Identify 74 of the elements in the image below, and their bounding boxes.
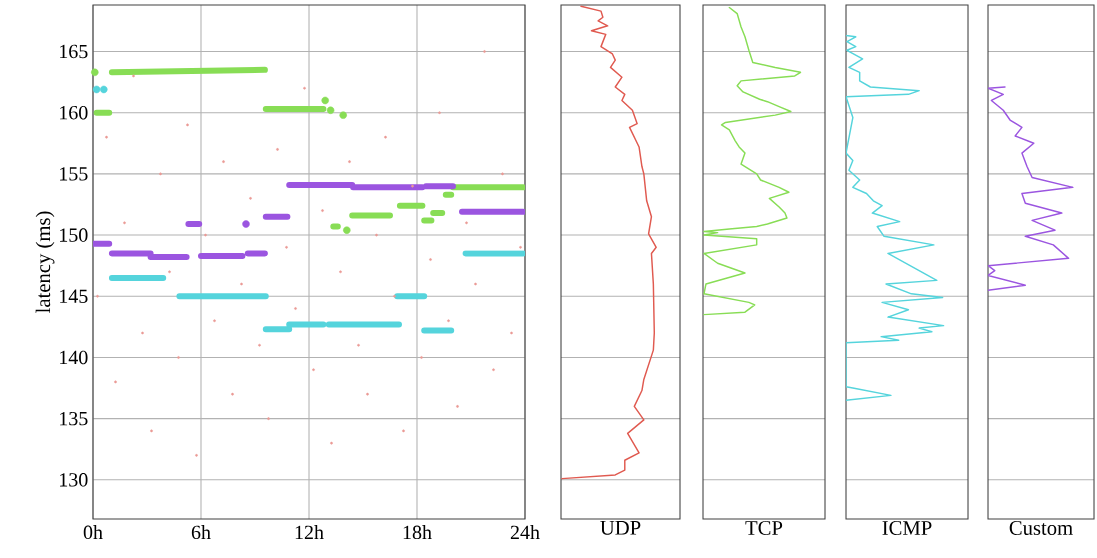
point [114,380,117,384]
x-tick-label: 6h [191,525,211,540]
point [159,172,162,176]
y-tick-label: 140 [60,350,88,365]
point [91,68,99,77]
point [420,356,423,359]
x-tick-label: 24h [510,525,540,539]
y-tick-label: 145 [60,289,88,303]
point [100,85,108,94]
y-tick-label: 135 [60,411,88,426]
y-tick-label: 130 [60,473,88,487]
point [429,258,432,261]
point [213,319,216,323]
x-axis-title: Custom [1009,521,1073,535]
point [326,106,335,114]
point [393,294,396,298]
y-tick-label: 160 [60,105,88,120]
point [123,221,126,225]
point [204,233,207,237]
point [402,429,405,433]
x-tick-label: 12h [295,525,324,539]
point [375,233,378,237]
point [276,148,279,151]
point [519,245,522,249]
point [141,331,144,335]
point [105,135,108,139]
y-tick-label: 150 [60,228,88,242]
point [483,50,486,53]
point [242,220,250,228]
x-axis-title: TCP [745,521,783,535]
point [366,392,369,396]
y-tick-label: 155 [60,167,88,181]
point [339,111,347,119]
point [339,270,342,274]
point [321,209,324,212]
point [231,392,234,396]
point [330,441,333,445]
point [456,405,459,408]
point [321,96,329,105]
point [285,245,288,249]
point [312,368,315,372]
point [343,226,351,234]
point [510,331,513,335]
point [186,123,189,127]
point [222,160,225,163]
point [438,111,441,115]
point [195,454,198,457]
point [303,86,306,90]
point [474,282,477,286]
point [294,307,297,310]
point [92,85,101,94]
point [132,74,135,78]
point [240,282,243,286]
point [501,172,504,176]
x-tick-label: 0h [83,525,103,540]
point [249,197,252,200]
point [357,343,360,347]
y-axis-title: latency (ms) [35,211,55,313]
point [384,135,387,139]
x-axis-title: ICMP [882,521,932,535]
point [258,343,261,347]
point [150,429,153,433]
x-axis-title: UDP [600,521,641,535]
x-tick-label: 18h [403,525,432,540]
point [267,417,270,420]
point [411,184,414,188]
point [177,356,180,359]
point [348,160,351,163]
y-tick-label: 165 [60,44,88,59]
point [465,221,468,225]
point [492,368,495,372]
point [168,270,171,274]
point [96,294,99,298]
point [447,319,450,323]
